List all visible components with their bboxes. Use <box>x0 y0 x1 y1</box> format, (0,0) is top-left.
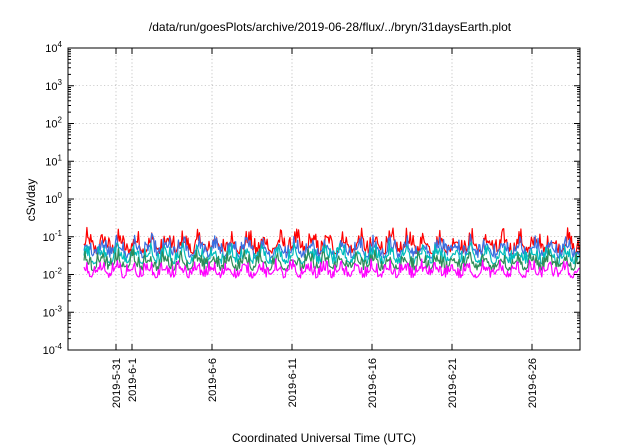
grid <box>68 48 580 350</box>
series-line <box>83 258 581 279</box>
x-tick-label: 2019-6-6 <box>207 358 219 402</box>
y-tick-label: 10-1 <box>43 229 63 244</box>
y-tick-label: 100 <box>45 191 62 206</box>
y-tick-label: 10-2 <box>43 267 63 282</box>
series-line <box>83 240 581 265</box>
x-tick-label: 2019-5-31 <box>111 358 123 408</box>
y-tick-label: 103 <box>45 78 62 93</box>
x-tick-label: 2019-6-16 <box>367 358 379 408</box>
y-tick-label: 101 <box>45 153 62 168</box>
y-tick-labels: 10-4 10-3 10-2 10-1 100 101 102 103 104 <box>43 40 63 357</box>
chart-title: /data/run/goesPlots/archive/2019-06-28/f… <box>149 20 512 34</box>
x-tick-labels: 2019-5-31 2019-6-1 2019-6-6 2019-6-11 2019-6… <box>111 358 539 408</box>
x-tick-label: 2019-6-11 <box>287 358 299 407</box>
y-tick-label: 10-4 <box>43 342 63 357</box>
x-tick-label: 2019-6-21 <box>447 358 459 408</box>
ticks <box>68 47 580 351</box>
series-layer <box>83 226 581 279</box>
series-line <box>83 248 581 272</box>
y-tick-label: 104 <box>45 40 62 55</box>
y-tick-label: 10-3 <box>43 304 63 319</box>
x-tick-label: 2019-6-1 <box>127 358 139 402</box>
y-tick-label: 102 <box>45 116 62 131</box>
x-tick-label: 2019-6-26 <box>527 358 539 408</box>
y-axis-label: cSv/day <box>24 179 38 222</box>
x-axis-label: Coordinated Universal Time (UTC) <box>232 431 416 445</box>
